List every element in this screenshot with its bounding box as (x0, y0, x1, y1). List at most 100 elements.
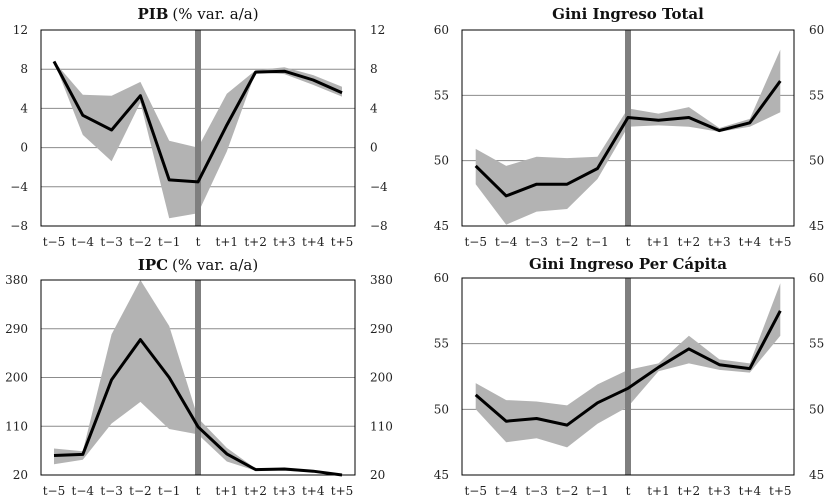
x-tick-label: t (626, 235, 631, 249)
y-tick-label-right: 50 (809, 154, 824, 168)
y-tick-label-left: 20 (13, 468, 28, 482)
y-tick-label-left: 55 (434, 337, 449, 351)
x-tick-label: t−1 (158, 235, 181, 249)
confidence-band (475, 283, 781, 448)
x-tick-label: t+2 (678, 235, 701, 249)
y-tick-label-left: 12 (13, 23, 28, 37)
plot-frame (461, 29, 795, 227)
y-tick-label-left: 200 (5, 371, 28, 385)
x-tick-label: t−3 (100, 235, 123, 249)
series-line (52, 60, 343, 184)
y-tick-label-left: 110 (5, 419, 28, 433)
y-tick-label-right: 45 (809, 468, 824, 482)
y-tick-label-right: 60 (809, 23, 824, 37)
x-tick-label: t+5 (331, 235, 354, 249)
chart-title-main: Gini Ingreso Total (552, 5, 704, 23)
x-tick-label: t−3 (100, 484, 123, 498)
y-tick-label-left: 45 (434, 219, 449, 233)
y-tick-label-right: 12 (370, 23, 385, 37)
x-tick-label: t+4 (302, 484, 325, 498)
x-tick-label: t+2 (244, 484, 267, 498)
x-tick-label: t+3 (273, 484, 296, 498)
x-tick-label: t+3 (273, 235, 296, 249)
y-tick-label-right: 50 (809, 402, 824, 416)
chart-title: IPC (% var. a/a) (138, 256, 258, 274)
chart-title: PIB (% var. a/a) (137, 5, 258, 23)
confidence-band (54, 280, 342, 477)
y-tick-label-left: 45 (434, 468, 449, 482)
y-tick-label-left: 290 (5, 322, 28, 336)
y-tick-label-left: 0 (20, 141, 28, 155)
x-tick-label: t−4 (72, 235, 95, 249)
y-tick-label-left: 50 (434, 402, 449, 416)
y-tick-label-right: 380 (370, 273, 393, 287)
y-tick-label-left: 55 (434, 88, 449, 102)
chart-gini-ingreso-total: 45 45 50 50 55 55 60 60 t−5 t−4 t−3 t−2 t−1 t t+1 t+2 t+… (434, 5, 825, 249)
series-line (53, 338, 343, 477)
y-tick-label-left: 50 (434, 154, 449, 168)
x-tick-label: t−5 (464, 484, 487, 498)
x-tick-label: t+4 (302, 235, 325, 249)
x-tick-label: t−5 (464, 235, 487, 249)
y-tick-label-right: 110 (370, 419, 393, 433)
plot-frame (40, 29, 356, 227)
x-tick-label: t−4 (495, 484, 518, 498)
chart-title-main: Gini Ingreso Per Cápita (529, 255, 727, 273)
chart-title-suffix: (% var. a/a) (172, 256, 258, 274)
y-tick-label-left: 4 (20, 101, 28, 115)
y-tick-label-left: −8 (10, 219, 28, 233)
y-tick-label-right: 60 (809, 271, 824, 285)
x-tick-label: t (196, 235, 201, 249)
x-tick-label: t−2 (129, 484, 152, 498)
x-tick-label: t+1 (216, 235, 239, 249)
chart-gini-ingreso-per-capita: 45 45 50 50 55 55 60 60 t−5 t−4 t−3 t−2 t−1 t t+1 t+2 t+… (434, 255, 825, 498)
y-tick-label-right: −8 (370, 219, 388, 233)
x-tick-label: t+3 (708, 235, 731, 249)
series-line (474, 310, 782, 427)
y-tick-label-right: 290 (370, 322, 393, 336)
x-tick-label: t−1 (586, 235, 609, 249)
x-tick-label: t−1 (586, 484, 609, 498)
x-tick-label: t−4 (495, 235, 518, 249)
plot-frame (461, 277, 795, 476)
x-tick-label: t−4 (72, 484, 95, 498)
x-tick-label: t−5 (43, 235, 66, 249)
chart-title: Gini Ingreso Total (552, 5, 704, 23)
x-tick-label: t+2 (678, 484, 701, 498)
chart-title-suffix: (% var. a/a) (172, 5, 258, 23)
x-tick-label: t+5 (769, 235, 792, 249)
confidence-band (54, 61, 342, 219)
x-tick-label: t+2 (244, 235, 267, 249)
y-tick-label-right: 55 (809, 337, 824, 351)
x-tick-label: t+1 (647, 484, 670, 498)
chart-pib: −8 −8 −4 −4 0 0 4 4 8 8 12 12 t−5 t−4 t−3 t−2 t−1 t t+1 t+2… (10, 5, 388, 249)
plot-frame (40, 279, 356, 476)
x-tick-label: t+1 (216, 484, 239, 498)
x-tick-label: t−2 (129, 235, 152, 249)
x-tick-label: t−5 (43, 484, 66, 498)
x-tick-label: t (626, 484, 631, 498)
y-tick-label-right: 8 (370, 62, 378, 76)
y-tick-label-left: 60 (434, 271, 449, 285)
y-tick-label-left: 380 (5, 273, 28, 287)
series-line (474, 80, 782, 198)
x-tick-label: t−2 (556, 484, 579, 498)
y-tick-label-left: 60 (434, 23, 449, 37)
y-tick-label-left: 8 (20, 62, 28, 76)
y-tick-label-left: −4 (10, 180, 28, 194)
x-tick-label: t+1 (647, 235, 670, 249)
x-tick-label: t+3 (708, 484, 731, 498)
y-tick-label-right: 20 (370, 468, 385, 482)
x-tick-label: t−3 (525, 235, 548, 249)
y-tick-label-right: 45 (809, 219, 824, 233)
x-tick-label: t+4 (739, 484, 762, 498)
chart-title: Gini Ingreso Per Cápita (529, 255, 727, 273)
x-tick-label: t+4 (739, 235, 762, 249)
confidence-band (475, 49, 781, 225)
chart-ipc: 20 20 110 110 200 200 290 290 380 380 t−5 t−4 t−3 t−2… (5, 256, 393, 498)
x-tick-label: t−2 (556, 235, 579, 249)
y-tick-label-right: 4 (370, 101, 378, 115)
y-tick-label-right: 200 (370, 371, 393, 385)
chart-title-main: PIB (137, 5, 168, 23)
